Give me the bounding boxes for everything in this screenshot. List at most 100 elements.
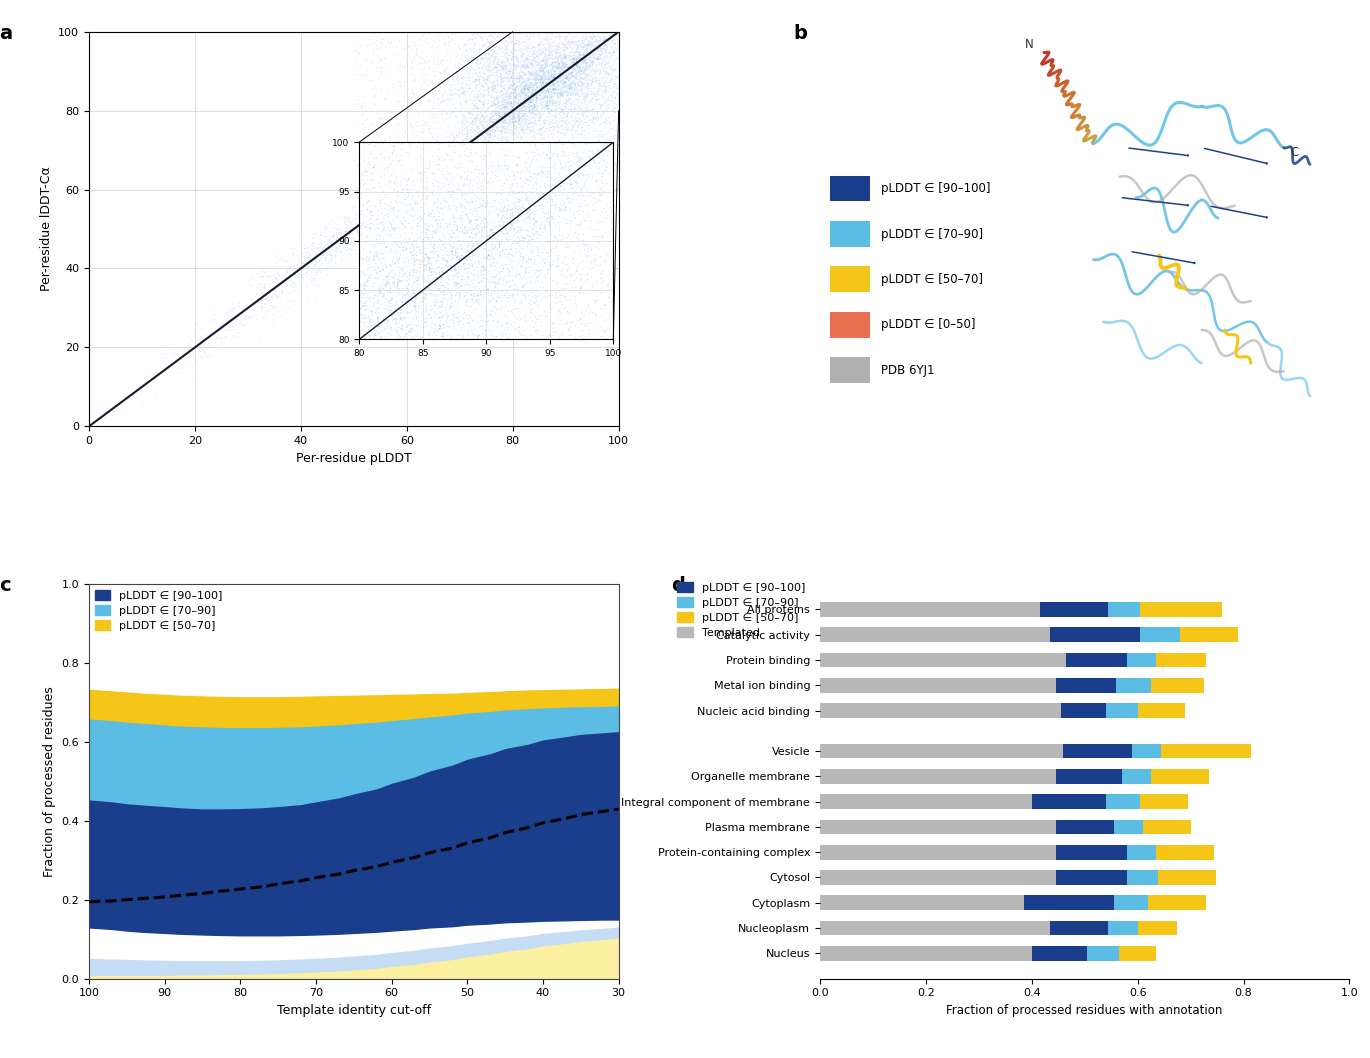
Point <box>362 121 384 138</box>
Point <box>458 79 480 96</box>
Point <box>503 55 525 72</box>
Point <box>573 111 595 128</box>
Point <box>169 349 190 366</box>
Point <box>270 291 292 308</box>
Point <box>589 153 611 170</box>
Point <box>537 92 559 109</box>
Point <box>547 88 569 105</box>
Point <box>590 128 612 145</box>
Point <box>415 180 437 197</box>
Point <box>519 65 541 81</box>
Point <box>489 113 511 130</box>
Point <box>533 79 555 96</box>
Point <box>553 73 575 90</box>
Point <box>279 271 301 288</box>
Point <box>230 289 252 306</box>
Point <box>474 105 496 122</box>
Point <box>384 168 406 185</box>
Point <box>449 57 471 74</box>
Point <box>590 57 612 74</box>
Point <box>519 33 541 50</box>
Point <box>523 52 545 69</box>
Point <box>556 23 578 40</box>
Point <box>525 62 547 79</box>
Point <box>393 193 415 209</box>
Point <box>553 151 575 168</box>
Point <box>526 61 548 78</box>
Point <box>318 216 340 233</box>
Point <box>523 60 545 77</box>
Point <box>515 92 537 109</box>
Point <box>523 117 545 134</box>
Point <box>503 80 525 97</box>
Point <box>496 135 518 152</box>
Point <box>558 63 580 80</box>
Point <box>541 71 563 88</box>
Point <box>571 38 593 55</box>
Point <box>523 67 545 84</box>
Point <box>366 197 388 214</box>
Point <box>469 143 490 160</box>
Point <box>590 115 612 132</box>
Point <box>573 87 595 104</box>
Point <box>496 69 518 86</box>
Point <box>186 345 208 362</box>
Point <box>406 45 427 62</box>
Point <box>271 250 293 267</box>
Point <box>530 69 552 86</box>
Point <box>558 76 580 93</box>
Point <box>526 91 548 108</box>
Point <box>536 57 558 74</box>
Point <box>578 79 600 96</box>
Point <box>390 160 412 177</box>
Point <box>577 145 599 162</box>
Point <box>160 357 182 373</box>
Point <box>486 93 508 110</box>
Point <box>497 78 519 95</box>
Point <box>608 56 630 73</box>
Point <box>319 251 341 268</box>
Point <box>604 23 626 40</box>
Point <box>385 189 407 206</box>
Point <box>299 250 321 267</box>
Point <box>416 182 438 199</box>
Point <box>593 101 615 117</box>
Point <box>510 90 532 107</box>
Point <box>248 292 270 309</box>
Point <box>510 129 532 146</box>
Point <box>440 152 462 169</box>
Point <box>504 107 526 124</box>
Point <box>462 75 484 92</box>
Point <box>478 110 500 127</box>
Point <box>604 67 626 84</box>
Point <box>356 223 378 240</box>
Point <box>582 23 604 40</box>
Point <box>593 41 615 58</box>
Point <box>507 83 529 99</box>
Point <box>518 97 540 114</box>
Point <box>460 146 482 163</box>
Point <box>452 36 474 53</box>
Point <box>489 72 511 89</box>
Point <box>423 158 445 175</box>
Point <box>427 126 449 143</box>
Point <box>507 69 529 86</box>
Point <box>511 145 533 162</box>
Point <box>548 48 570 65</box>
Point <box>544 109 566 126</box>
Point <box>560 50 582 67</box>
Point <box>430 51 452 68</box>
Point <box>352 229 374 245</box>
Point <box>404 36 426 53</box>
Point <box>521 99 543 116</box>
Point <box>437 132 459 149</box>
Point <box>571 86 593 103</box>
Point <box>571 45 593 62</box>
Point <box>522 91 544 108</box>
Point <box>460 144 482 161</box>
Point <box>545 118 567 135</box>
Point <box>462 128 484 145</box>
Point <box>490 44 512 61</box>
Point <box>410 74 432 91</box>
Point <box>199 334 221 351</box>
